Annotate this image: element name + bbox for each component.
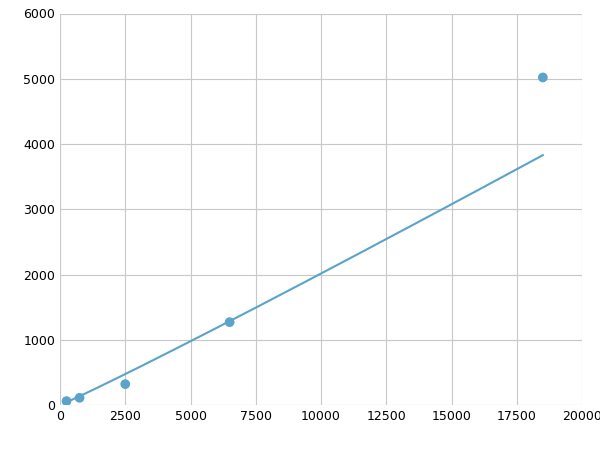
Point (75, 394, 85, 401)
Point (62, 397, 71, 405)
Point (121, 381, 130, 388)
Point (538, 74, 548, 81)
Point (225, 319, 235, 326)
